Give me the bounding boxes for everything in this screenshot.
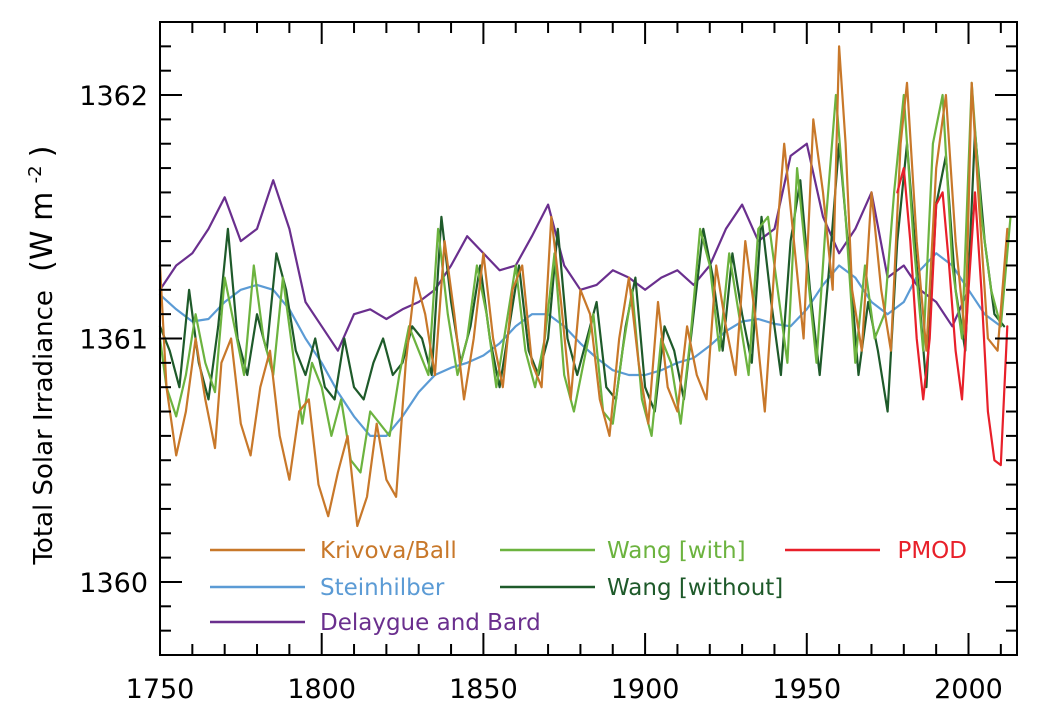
axes: 1750 1800 1850 1900 1950 2000 1360 1361 1362 bbox=[79, 21, 1018, 705]
svg-text:Total Solar Irradiance: Total Solar Irradiance (W m -2 ) bbox=[18, 145, 60, 565]
x-tick-label: 1900 bbox=[611, 674, 680, 705]
y-axis-title-close: ) bbox=[25, 145, 60, 157]
legend-label-krivova-ball: Krivova/Ball bbox=[320, 538, 457, 564]
series-line-pmod bbox=[896, 167, 1009, 467]
x-tick-label: 1950 bbox=[772, 674, 841, 705]
series-line-krivova-ball bbox=[158, 45, 1009, 528]
y-tick-label: 1362 bbox=[79, 81, 148, 112]
y-tick-label: 1360 bbox=[79, 568, 148, 599]
plot-area bbox=[158, 45, 1012, 528]
y-axis-title-main: Total Solar Irradiance bbox=[29, 290, 59, 565]
legend: Krivova/Ball Wang [with] PMOD Steinhilber Wa… bbox=[210, 538, 967, 636]
series-line-steinhilber bbox=[158, 252, 1002, 437]
x-tick-label: 2000 bbox=[934, 674, 1003, 705]
series-line-wang-with bbox=[158, 81, 1012, 474]
y-axis-title: Total Solar Irradiance (W m -2 ) bbox=[18, 145, 60, 565]
y-axis-title-exponent: -2 bbox=[25, 165, 46, 183]
y-axis-title-units: (W m bbox=[25, 192, 60, 272]
y-tick-label: 1361 bbox=[79, 325, 148, 356]
x-tick-label: 1800 bbox=[287, 674, 356, 705]
legend-label-delaygue-and-bard: Delaygue and Bard bbox=[320, 610, 541, 636]
x-tick-label: 1850 bbox=[449, 674, 518, 705]
legend-label-steinhilber: Steinhilber bbox=[320, 575, 445, 601]
legend-label-wang-without: Wang [without] bbox=[607, 575, 783, 601]
x-tick-label: 1750 bbox=[126, 674, 195, 705]
legend-label-wang-with: Wang [with] bbox=[607, 538, 746, 564]
legend-label-pmod: PMOD bbox=[897, 538, 967, 564]
